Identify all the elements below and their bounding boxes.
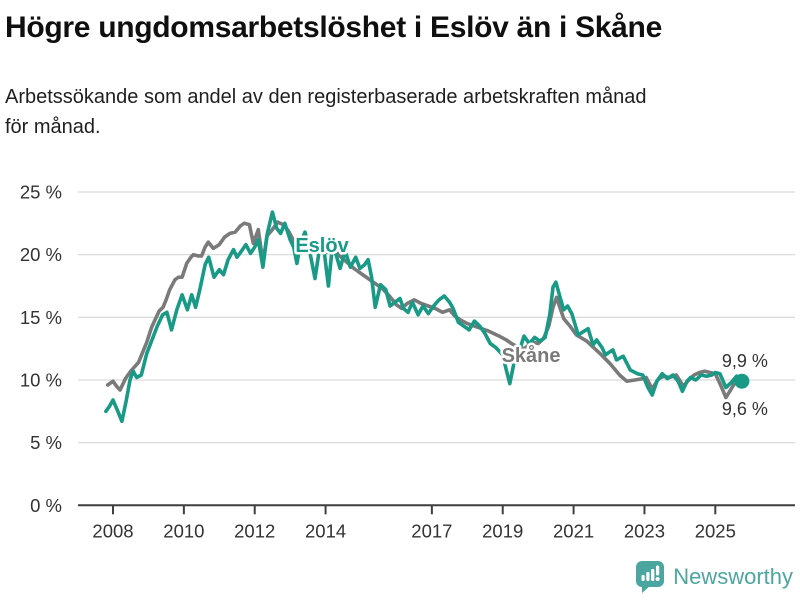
newsworthy-logo[interactable]: Newsworthy	[635, 560, 793, 594]
chart-subtitle: Arbetssökande som andel av den registerb…	[5, 82, 797, 142]
series-label-skane: Skåne	[502, 344, 561, 367]
subtitle-line-1: Arbetssökande som andel av den registerb…	[5, 86, 647, 108]
x-tick-label: 2025	[695, 520, 736, 541]
x-tick-label: 2017	[411, 520, 452, 541]
line-chart: 0 % 5 % 10 % 15 % 20 % 25 % 2008 2010 2012 2014 20…	[0, 165, 800, 555]
x-tick-label: 2019	[482, 520, 523, 541]
y-tick-label: 25 %	[20, 182, 62, 203]
x-tick-label: 2010	[163, 520, 204, 541]
x-tick-label: 2012	[234, 520, 275, 541]
x-tick-label: 2014	[305, 520, 346, 541]
page-title: Högre ungdomsarbetslöshet i Eslöv än i S…	[5, 11, 662, 44]
end-value-label-skane: 9,6 %	[722, 399, 768, 419]
series-line-skane	[105, 220, 744, 400]
y-tick-label: 15 %	[20, 307, 62, 328]
series-label-eslov: Eslöv	[295, 235, 349, 257]
x-tick-label: 2021	[553, 520, 594, 541]
end-value-label-eslov: 9,9 %	[722, 351, 768, 371]
newsworthy-wordmark: Newsworthy	[673, 564, 793, 589]
y-tick-label: 0 %	[30, 495, 62, 516]
y-tick-label: 5 %	[30, 432, 62, 453]
x-tick-label: 2008	[92, 520, 133, 541]
y-tick-label: 10 %	[20, 369, 62, 390]
newsworthy-icon	[636, 561, 665, 593]
x-tick-label: 2023	[624, 520, 665, 541]
unemployment-line-chart-svg: 0 % 5 % 10 % 15 % 20 % 25 % 2008 2010 2012 2014 20…	[20, 182, 795, 541]
subtitle-line-2: för månad.	[5, 116, 101, 138]
series-line-eslov	[104, 210, 744, 424]
y-tick-label: 20 %	[20, 244, 62, 265]
series-end-dot	[734, 373, 750, 389]
